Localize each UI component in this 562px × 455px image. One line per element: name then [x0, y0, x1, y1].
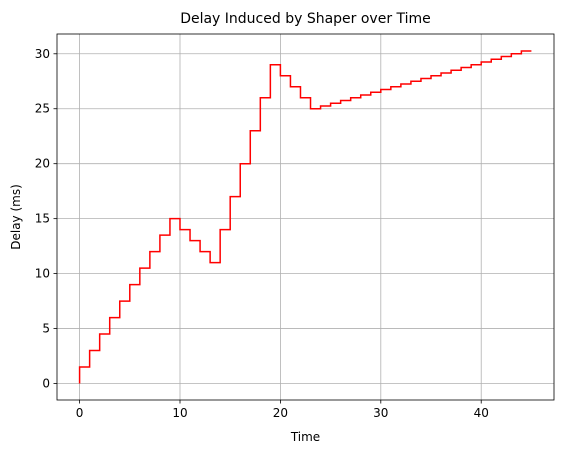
y-tick-label: 10 — [35, 267, 50, 281]
y-tick-label: 5 — [42, 322, 50, 336]
series-line — [78, 50, 532, 384]
x-tick-label: 30 — [373, 406, 388, 420]
x-tick-label: 10 — [172, 406, 187, 420]
y-axis-label: Delay (ms) — [9, 184, 23, 250]
y-tick-label: 20 — [35, 157, 50, 171]
axis-ticks: 0 10 20 30 40 0 5 10 15 20 25 30 — [35, 47, 489, 420]
plot-frame — [56, 33, 555, 401]
y-tick-label: 15 — [35, 212, 50, 226]
chart-title: Delay Induced by Shaper over Time — [180, 11, 431, 27]
x-tick-label: 20 — [273, 406, 288, 420]
y-tick-label: 0 — [42, 377, 50, 391]
y-tick-label: 25 — [35, 102, 50, 116]
x-tick-label: 0 — [76, 406, 84, 420]
y-tick-label: 30 — [35, 47, 50, 61]
x-tick-label: 40 — [474, 406, 489, 420]
x-axis-label: Time — [290, 430, 320, 444]
